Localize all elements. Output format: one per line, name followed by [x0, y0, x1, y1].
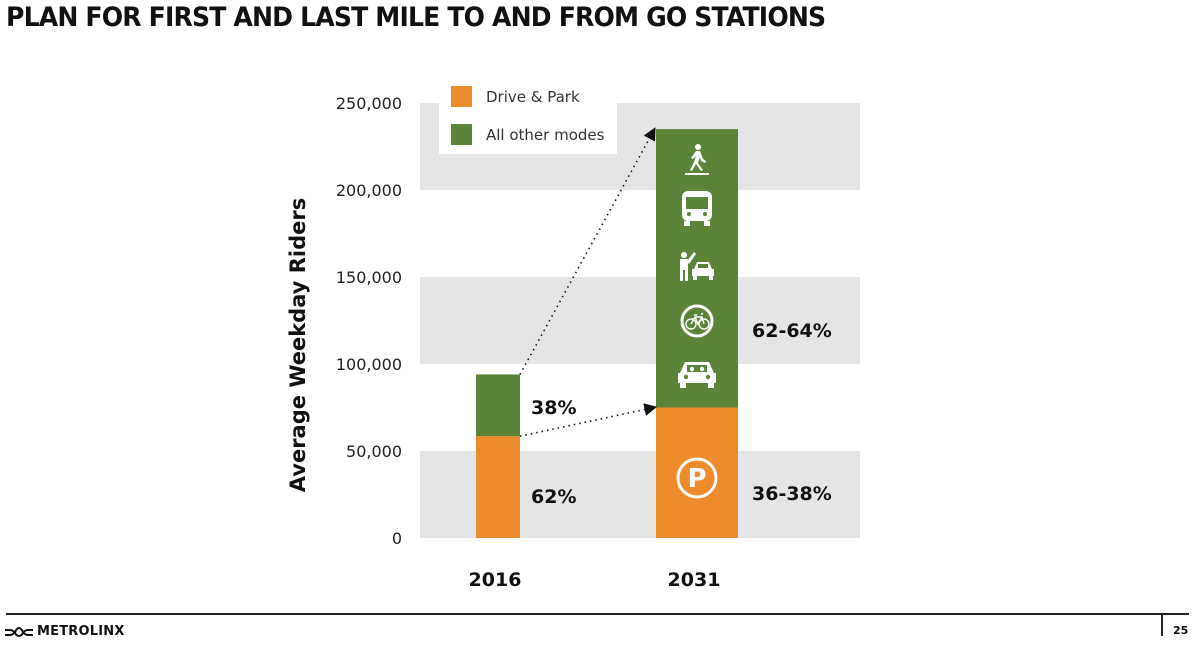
y-tick-label: 200,000 — [336, 181, 402, 200]
grid-band — [420, 277, 860, 364]
svg-text:P: P — [687, 464, 706, 494]
brand-name: METROLINX — [37, 624, 125, 639]
legend-swatch — [451, 86, 472, 107]
x-category-label: 2016 — [469, 569, 522, 591]
y-tick-label: 0 — [392, 529, 402, 548]
metrolinx-wave-icon — [5, 626, 33, 637]
page-number: 25 — [1173, 624, 1189, 637]
bar-2016-all-other-modes — [476, 374, 520, 437]
walking-icon — [685, 144, 709, 175]
pct-label-2016: 38% — [531, 397, 576, 419]
y-tick-label: 150,000 — [336, 268, 402, 287]
y-tick-label: 50,000 — [346, 442, 402, 461]
legend-label: All other modes — [486, 126, 605, 144]
metrolinx-logo: METROLINX — [4, 624, 125, 639]
carpool-icon — [678, 362, 716, 388]
pickup-dropoff-icon — [680, 252, 714, 281]
page-number-divider — [1161, 614, 1163, 636]
legend-label: Drive & Park — [486, 88, 580, 106]
total-growth-arrow — [519, 127, 656, 375]
bar-2031-drive-park — [656, 407, 738, 538]
pct-label-2031: 62-64% — [752, 320, 832, 342]
pct-label-2016: 62% — [531, 486, 576, 508]
pct-label-2031: 36-38% — [752, 483, 832, 505]
footer-divider — [6, 613, 1189, 615]
bus-icon — [682, 191, 712, 226]
slide-title: PLAN FOR FIRST AND LAST MILE TO AND FROM… — [6, 2, 826, 33]
x-category-label: 2031 — [668, 569, 721, 591]
stacked-bar-chart: 0 50,000 100,000 150,000 200,000 250,000 Aver… — [286, 78, 860, 591]
y-tick-label: 100,000 — [336, 355, 402, 374]
legend: Drive & Park All other modes — [439, 78, 617, 154]
y-tick-label: 250,000 — [336, 94, 402, 113]
parking-icon: P — [676, 457, 718, 499]
bar-2016-drive-park — [476, 436, 520, 538]
y-axis-label: Average Weekday Riders — [286, 198, 310, 492]
cycling-icon — [680, 304, 714, 338]
drive-park-growth-arrow — [519, 403, 658, 437]
legend-swatch — [451, 124, 472, 145]
